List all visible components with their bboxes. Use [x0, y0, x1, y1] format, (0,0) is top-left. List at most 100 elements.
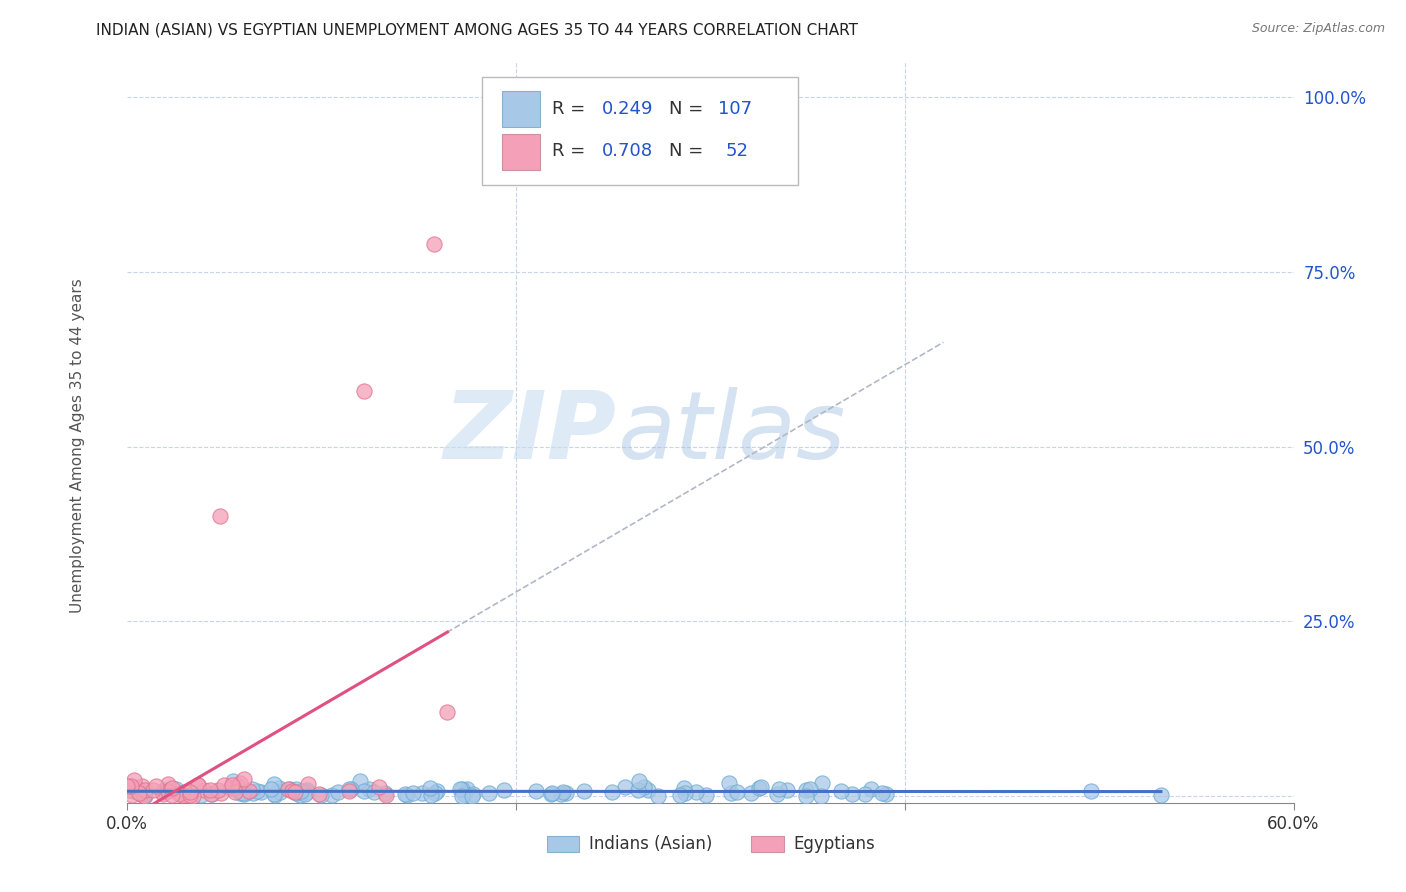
Point: [749, 780, 772, 795]
Point: [748, 781, 770, 796]
Point: [478, 786, 501, 800]
Point: [423, 237, 446, 252]
Point: [426, 784, 449, 798]
Point: [337, 783, 360, 797]
Point: [226, 779, 249, 793]
Text: 0.708: 0.708: [602, 143, 652, 161]
Point: [208, 509, 231, 524]
Point: [859, 782, 882, 797]
Point: [740, 786, 762, 800]
Point: [285, 782, 308, 797]
Text: INDIAN (ASIAN) VS EGYPTIAN UNEMPLOYMENT AMONG AGES 35 TO 44 YEARS CORRELATION CH: INDIAN (ASIAN) VS EGYPTIAN UNEMPLOYMENT …: [96, 22, 858, 37]
Point: [294, 787, 316, 801]
Point: [411, 786, 433, 800]
Text: Unemployment Among Ages 35 to 44 years: Unemployment Among Ages 35 to 44 years: [70, 278, 84, 614]
Point: [277, 781, 299, 796]
Point: [540, 786, 562, 800]
Text: Source: ZipAtlas.com: Source: ZipAtlas.com: [1251, 22, 1385, 36]
Point: [540, 787, 562, 801]
Point: [120, 779, 142, 793]
Point: [637, 783, 659, 797]
Point: [830, 784, 852, 798]
Point: [232, 786, 254, 800]
Point: [550, 788, 572, 802]
Point: [613, 780, 636, 794]
Point: [395, 789, 418, 803]
Point: [128, 786, 150, 800]
Point: [150, 784, 173, 798]
Point: [231, 785, 253, 799]
Point: [492, 782, 515, 797]
Point: [853, 787, 876, 801]
Point: [263, 777, 285, 791]
Point: [321, 788, 343, 802]
Point: [627, 773, 650, 788]
Point: [368, 780, 391, 794]
Point: [402, 785, 425, 799]
Point: [162, 788, 184, 802]
Point: [121, 788, 143, 802]
Point: [226, 782, 249, 797]
Point: [179, 785, 201, 799]
Point: [363, 785, 385, 799]
Point: [221, 778, 243, 792]
Point: [463, 787, 485, 801]
Point: [349, 774, 371, 789]
Text: N =: N =: [669, 100, 709, 118]
Point: [875, 787, 897, 801]
Point: [727, 785, 749, 799]
Point: [685, 785, 707, 799]
Text: N =: N =: [669, 143, 709, 161]
Point: [297, 777, 319, 791]
Point: [224, 780, 246, 795]
Point: [142, 783, 165, 797]
Point: [201, 788, 224, 802]
Point: [1150, 788, 1173, 802]
FancyBboxPatch shape: [751, 836, 783, 853]
Point: [224, 785, 246, 799]
Text: 52: 52: [725, 143, 748, 161]
Point: [423, 786, 446, 800]
Point: [131, 779, 153, 793]
Point: [374, 789, 396, 803]
Point: [717, 776, 740, 790]
Point: [187, 778, 209, 792]
Point: [134, 789, 156, 803]
Point: [288, 788, 311, 802]
Point: [145, 779, 167, 793]
Point: [235, 785, 257, 799]
Point: [233, 772, 256, 786]
Point: [218, 780, 240, 795]
Point: [799, 782, 821, 797]
Text: atlas: atlas: [617, 387, 845, 478]
Point: [246, 783, 269, 797]
Point: [250, 785, 273, 799]
Text: ZIP: ZIP: [444, 386, 617, 479]
Point: [174, 785, 197, 799]
Point: [165, 781, 187, 796]
Point: [668, 789, 690, 803]
Point: [127, 783, 149, 797]
Point: [169, 786, 191, 800]
Point: [190, 789, 212, 803]
Point: [449, 782, 471, 797]
Point: [394, 787, 416, 801]
Point: [198, 783, 221, 797]
Point: [436, 705, 458, 719]
Point: [647, 789, 669, 803]
Point: [193, 783, 215, 797]
Point: [554, 786, 576, 800]
Point: [768, 782, 790, 797]
Point: [284, 785, 307, 799]
Point: [125, 784, 148, 798]
Point: [152, 787, 174, 801]
Point: [720, 786, 742, 800]
Point: [353, 783, 375, 797]
Point: [263, 788, 285, 802]
Point: [242, 786, 264, 800]
Point: [131, 785, 153, 799]
Point: [187, 779, 209, 793]
Point: [170, 788, 193, 802]
Point: [229, 776, 252, 790]
Point: [1080, 784, 1102, 798]
